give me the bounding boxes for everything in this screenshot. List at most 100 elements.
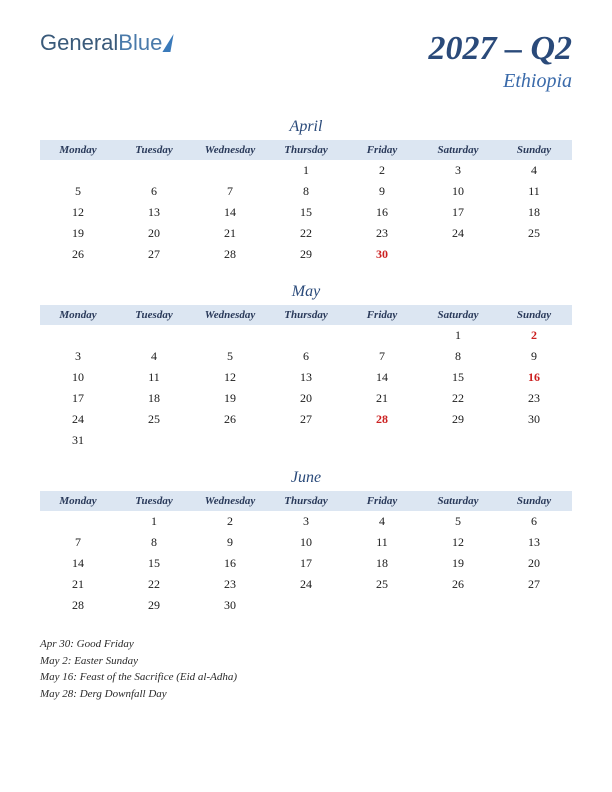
calendar-cell: 27 <box>496 574 572 595</box>
day-header: Monday <box>40 491 116 511</box>
calendar-cell: 5 <box>420 511 496 532</box>
day-header: Sunday <box>496 305 572 325</box>
holiday-item: May 28: Derg Downfall Day <box>40 686 572 703</box>
calendar-cell: 16 <box>496 367 572 388</box>
calendar-cell: 28 <box>344 409 420 430</box>
day-header: Saturday <box>420 140 496 160</box>
calendar-cell: 1 <box>116 511 192 532</box>
calendar-row: 10111213141516 <box>40 367 572 388</box>
calendar-cell <box>40 160 116 181</box>
calendar-row: 12131415161718 <box>40 202 572 223</box>
title-block: 2027 – Q2 Ethiopia <box>428 30 572 93</box>
day-header: Sunday <box>496 491 572 511</box>
calendar-cell: 27 <box>116 244 192 265</box>
calendar-cell: 28 <box>40 595 116 616</box>
calendar-cell: 28 <box>192 244 268 265</box>
calendar-cell: 13 <box>116 202 192 223</box>
calendar-cell: 23 <box>344 223 420 244</box>
calendar-cell: 12 <box>40 202 116 223</box>
calendar-cell <box>40 511 116 532</box>
calendar-cell: 16 <box>192 553 268 574</box>
calendar-cell: 26 <box>420 574 496 595</box>
calendar-cell: 22 <box>420 388 496 409</box>
calendar-row: 2627282930 <box>40 244 572 265</box>
calendar-cell <box>268 325 344 346</box>
calendar-cell: 29 <box>420 409 496 430</box>
logo: GeneralBlue <box>40 30 172 56</box>
calendar-row: 3456789 <box>40 346 572 367</box>
calendar-cell: 6 <box>496 511 572 532</box>
calendar-cell <box>192 430 268 451</box>
calendar-cell: 5 <box>40 181 116 202</box>
holiday-item: Apr 30: Good Friday <box>40 636 572 653</box>
calendar-cell: 30 <box>192 595 268 616</box>
calendar-cell: 20 <box>268 388 344 409</box>
calendar-cell: 30 <box>344 244 420 265</box>
day-header: Tuesday <box>116 140 192 160</box>
calendar-cell: 8 <box>268 181 344 202</box>
holiday-item: May 2: Easter Sunday <box>40 653 572 670</box>
calendar-cell: 2 <box>496 325 572 346</box>
calendar-cell: 20 <box>496 553 572 574</box>
calendar-cell <box>496 595 572 616</box>
calendar-cell: 7 <box>344 346 420 367</box>
calendar-cell: 6 <box>116 181 192 202</box>
calendar-cell: 15 <box>420 367 496 388</box>
calendar-cell: 5 <box>192 346 268 367</box>
calendar-row: 123456 <box>40 511 572 532</box>
calendar-cell: 21 <box>192 223 268 244</box>
calendar-table: MondayTuesdayWednesdayThursdayFridaySatu… <box>40 140 572 265</box>
month-block: April MondayTuesdayWednesdayThursdayFrida… <box>40 118 572 265</box>
calendar-cell: 4 <box>116 346 192 367</box>
calendar-row: 21222324252627 <box>40 574 572 595</box>
logo-text-2: Blue <box>118 30 162 56</box>
calendar-cell: 9 <box>192 532 268 553</box>
calendar-cell: 17 <box>268 553 344 574</box>
month-title: June <box>40 469 572 487</box>
day-header: Thursday <box>268 140 344 160</box>
calendar-cell: 26 <box>192 409 268 430</box>
calendar-row: 12 <box>40 325 572 346</box>
calendar-cell: 15 <box>268 202 344 223</box>
calendar-row: 31 <box>40 430 572 451</box>
day-header: Friday <box>344 305 420 325</box>
calendar-cell: 6 <box>268 346 344 367</box>
day-header: Wednesday <box>192 140 268 160</box>
calendar-cell <box>344 325 420 346</box>
calendar-cell <box>116 325 192 346</box>
calendar-cell: 25 <box>344 574 420 595</box>
calendar-cell: 24 <box>420 223 496 244</box>
day-header: Thursday <box>268 305 344 325</box>
calendar-cell: 14 <box>192 202 268 223</box>
calendar-cell: 3 <box>420 160 496 181</box>
holiday-item: May 16: Feast of the Sacrifice (Eid al-A… <box>40 669 572 686</box>
title-main: 2027 – Q2 <box>428 30 572 68</box>
months-container: AprilMondayTuesdayWednesdayThursdayFrida… <box>40 118 572 616</box>
logo-text-1: General <box>40 30 118 56</box>
calendar-cell: 7 <box>192 181 268 202</box>
calendar-cell: 19 <box>420 553 496 574</box>
calendar-cell <box>40 325 116 346</box>
calendar-cell: 27 <box>268 409 344 430</box>
day-header: Sunday <box>496 140 572 160</box>
day-header: Thursday <box>268 491 344 511</box>
month-title: April <box>40 118 572 136</box>
calendar-table: MondayTuesdayWednesdayThursdayFridaySatu… <box>40 305 572 451</box>
calendar-cell: 18 <box>116 388 192 409</box>
calendar-cell: 19 <box>192 388 268 409</box>
calendar-cell: 13 <box>268 367 344 388</box>
calendar-cell <box>496 244 572 265</box>
calendar-cell: 3 <box>268 511 344 532</box>
day-header: Friday <box>344 140 420 160</box>
calendar-row: 19202122232425 <box>40 223 572 244</box>
logo-triangle-icon <box>163 34 174 52</box>
calendar-cell: 4 <box>344 511 420 532</box>
calendar-cell: 23 <box>496 388 572 409</box>
calendar-cell: 26 <box>40 244 116 265</box>
day-header: Wednesday <box>192 491 268 511</box>
calendar-cell: 9 <box>496 346 572 367</box>
calendar-cell: 11 <box>116 367 192 388</box>
calendar-cell: 30 <box>496 409 572 430</box>
calendar-row: 17181920212223 <box>40 388 572 409</box>
calendar-cell: 8 <box>420 346 496 367</box>
